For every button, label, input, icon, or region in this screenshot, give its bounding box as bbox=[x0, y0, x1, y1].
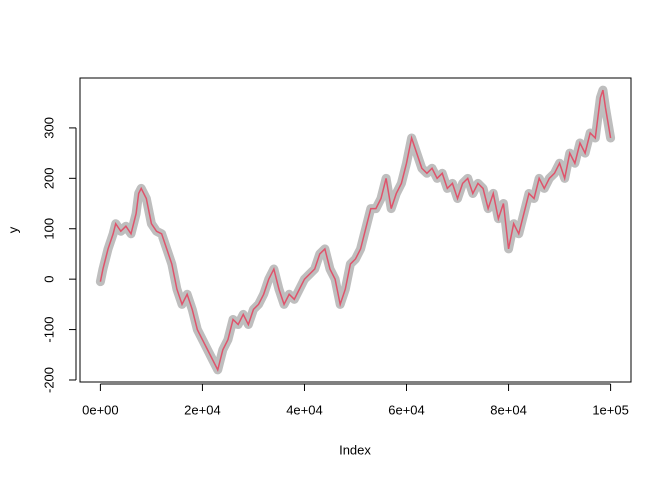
y-tick-label: -200 bbox=[41, 367, 56, 393]
y-tick-label: 0 bbox=[41, 276, 56, 283]
x-tick-label: 1e+05 bbox=[592, 402, 629, 417]
y-tick-label: 200 bbox=[41, 167, 56, 189]
line bbox=[99, 89, 612, 373]
x-tick-label: 8e+04 bbox=[490, 402, 527, 417]
x-tick-label: 6e+04 bbox=[388, 402, 425, 417]
y-tick-label: -100 bbox=[41, 317, 56, 343]
y-axis-label: y bbox=[5, 226, 20, 233]
plot-box bbox=[79, 77, 632, 383]
point-trace bbox=[95, 85, 616, 375]
x-axis-label: Index bbox=[339, 442, 371, 457]
y-tick-label: 100 bbox=[41, 218, 56, 240]
y-tick-label: 300 bbox=[41, 117, 56, 139]
x-tick-label: 0e+00 bbox=[82, 402, 119, 417]
x-tick-label: 4e+04 bbox=[286, 402, 323, 417]
x-tick-label: 2e+04 bbox=[184, 402, 221, 417]
